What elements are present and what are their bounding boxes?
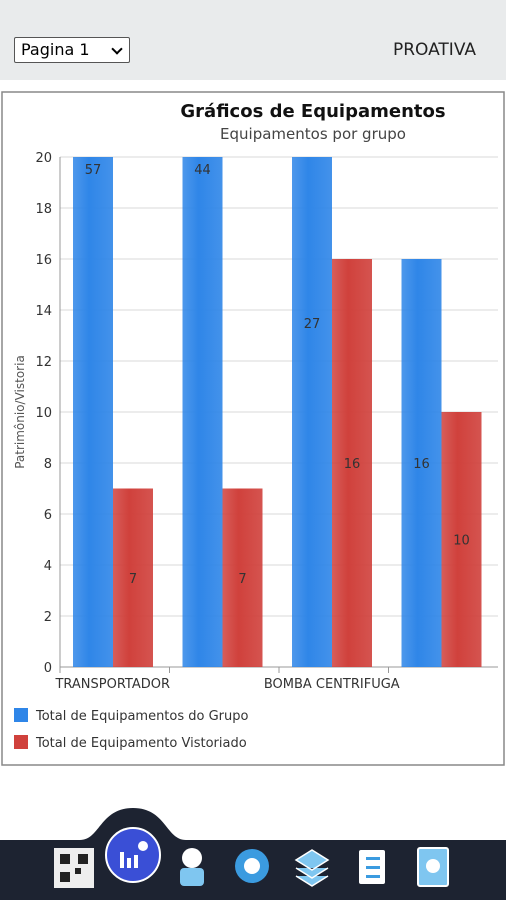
worker-icon[interactable]: [182, 848, 202, 868]
bottom-nav: [0, 808, 506, 900]
y-tick-label: 2: [44, 610, 52, 625]
data-label: 44: [194, 163, 211, 178]
chart-subtitle: Equipamentos por grupo: [220, 125, 406, 143]
data-label: 7: [129, 572, 137, 587]
bar: [113, 488, 153, 667]
x-tick-label: BOMBA CENTRIFUGA: [264, 677, 400, 692]
bar: [73, 157, 113, 667]
data-label: 57: [85, 163, 102, 178]
y-axis-title: Patrimônio/Vistoria: [13, 355, 27, 469]
plot-area: [73, 157, 482, 667]
chart-title: Gráficos de Equipamentos: [180, 101, 445, 122]
y-tick-label: 12: [35, 355, 52, 370]
data-label: 7: [238, 572, 246, 587]
y-tick-label: 20: [35, 151, 52, 166]
y-tick-label: 18: [35, 202, 52, 217]
bar: [222, 488, 263, 667]
header: Pagina 1 PROATIVA: [0, 0, 506, 80]
legend-label: Total de Equipamento Vistoriado: [35, 736, 247, 751]
data-label: 16: [413, 457, 430, 472]
bar: [441, 412, 482, 667]
y-tick-label: 8: [44, 457, 52, 472]
data-label: 16: [344, 457, 361, 472]
y-tick-label: 4: [44, 559, 52, 574]
y-tick-label: 6: [44, 508, 52, 523]
y-tick-label: 0: [44, 661, 52, 676]
y-tick-label: 10: [35, 406, 52, 421]
chart-icon[interactable]: [105, 827, 161, 883]
brand: PROATIVA: [392, 40, 476, 60]
legend-swatch: [14, 735, 28, 749]
bar: [182, 157, 223, 667]
bar: [292, 157, 332, 667]
chart-frame: [1, 91, 505, 766]
bar: [401, 259, 442, 667]
legend-swatch: [14, 708, 28, 722]
data-label: 27: [304, 317, 321, 332]
y-tick-label: 16: [35, 253, 52, 268]
x-tick-label: TRANSPORTADOR: [54, 677, 170, 692]
legend-label: Total de Equipamentos do Grupo: [35, 709, 249, 724]
layers-icon[interactable]: [294, 849, 330, 887]
y-tick-label: 14: [35, 304, 52, 319]
page-select[interactable]: Pagina 1: [14, 37, 130, 63]
bar: [332, 259, 372, 667]
data-label: 10: [453, 534, 470, 549]
